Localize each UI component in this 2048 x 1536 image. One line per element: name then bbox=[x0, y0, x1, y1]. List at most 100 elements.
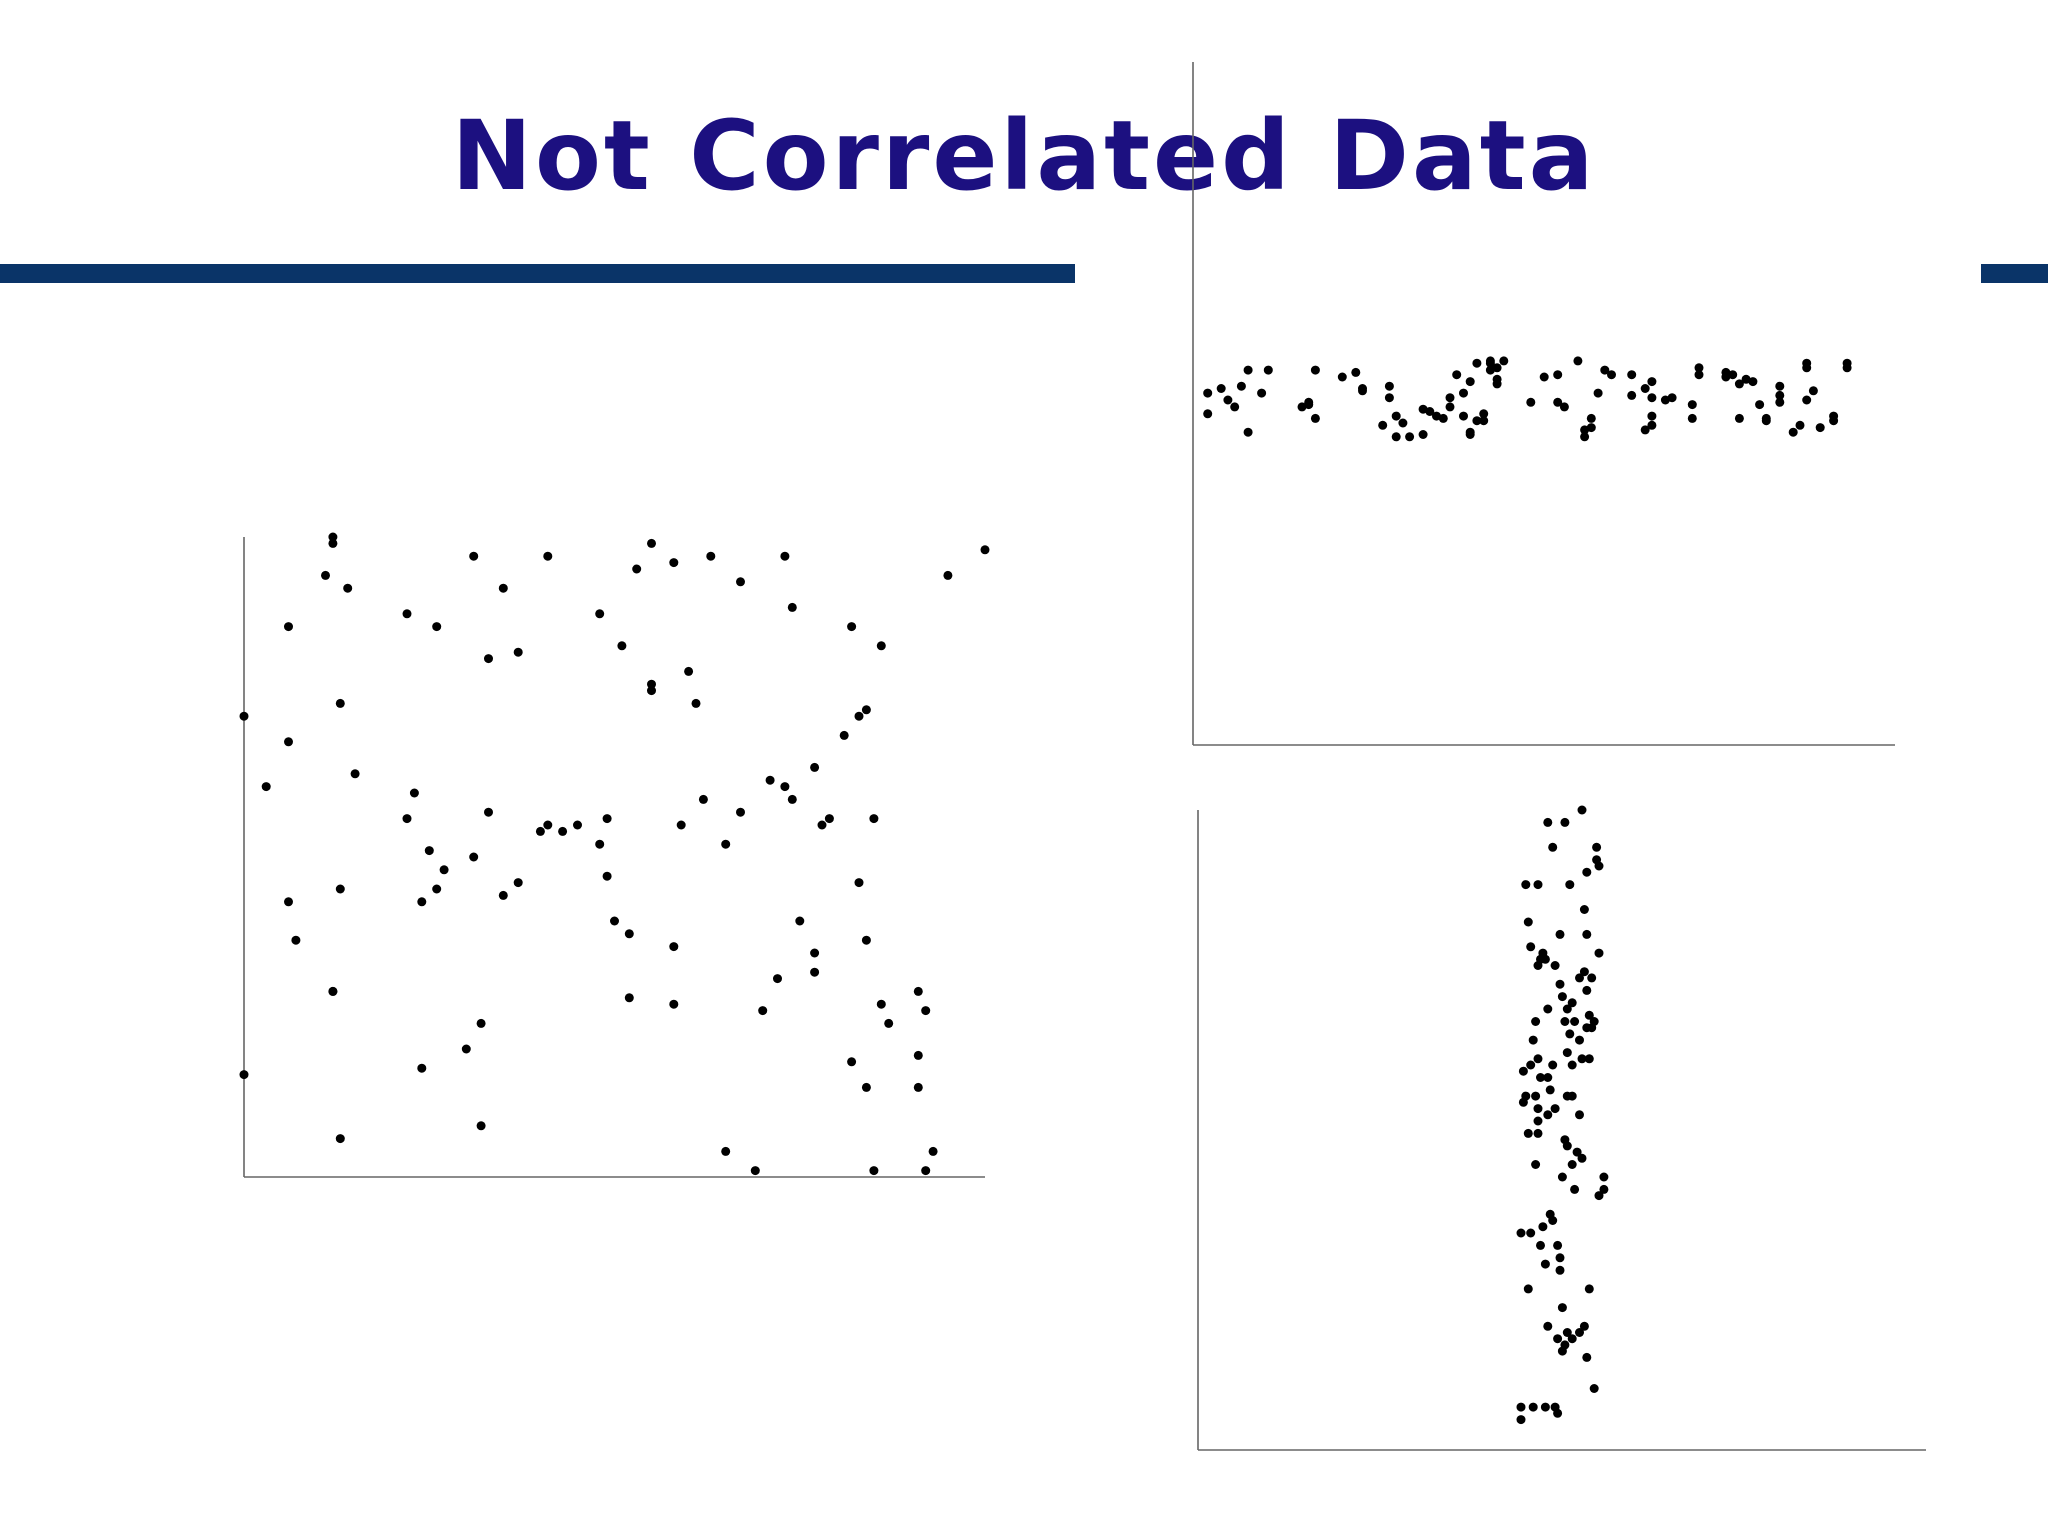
data-point bbox=[1459, 388, 1468, 398]
data-point bbox=[1492, 379, 1502, 389]
data-point bbox=[484, 807, 493, 817]
data-point bbox=[1526, 1060, 1536, 1070]
data-point bbox=[1734, 413, 1744, 423]
data-point bbox=[1575, 1035, 1584, 1045]
data-point bbox=[239, 711, 249, 721]
data-point bbox=[1257, 388, 1267, 398]
data-point bbox=[1492, 363, 1502, 373]
data-point bbox=[335, 1134, 345, 1144]
data-point bbox=[1687, 400, 1697, 410]
data-point bbox=[1555, 979, 1565, 989]
data-point bbox=[1584, 1010, 1594, 1020]
data-point bbox=[1582, 985, 1592, 995]
points-left bbox=[239, 532, 990, 1176]
data-point bbox=[417, 1063, 427, 1073]
data-point bbox=[424, 846, 434, 856]
data-point bbox=[1358, 386, 1367, 396]
data-point bbox=[1384, 393, 1394, 403]
data-point bbox=[1526, 942, 1536, 952]
data-point bbox=[810, 948, 820, 958]
data-point bbox=[1579, 905, 1589, 914]
data-point bbox=[1438, 413, 1448, 423]
data-point bbox=[1553, 1334, 1563, 1344]
data-point bbox=[1694, 370, 1704, 380]
data-point bbox=[1640, 384, 1650, 393]
data-point bbox=[1216, 384, 1226, 393]
data-point bbox=[1567, 1160, 1577, 1169]
data-point bbox=[1553, 1240, 1563, 1250]
data-point bbox=[1378, 420, 1388, 430]
data-point bbox=[854, 878, 864, 888]
scatter-plot-left bbox=[239, 532, 990, 1178]
data-point bbox=[1567, 1060, 1577, 1070]
data-point bbox=[1531, 1091, 1541, 1101]
data-point bbox=[1543, 1073, 1553, 1082]
data-point bbox=[780, 782, 790, 792]
data-point bbox=[1815, 423, 1825, 433]
data-point bbox=[417, 897, 427, 907]
header-rule-right bbox=[1981, 264, 2048, 283]
data-point bbox=[810, 967, 820, 977]
data-point bbox=[1599, 1172, 1609, 1182]
data-point bbox=[1748, 377, 1758, 387]
data-point bbox=[1660, 395, 1670, 405]
data-point bbox=[1398, 418, 1408, 428]
data-point bbox=[1557, 1346, 1567, 1356]
data-point bbox=[1223, 395, 1233, 405]
data-point bbox=[1310, 365, 1320, 375]
data-point bbox=[817, 820, 827, 830]
data-point bbox=[1802, 395, 1812, 405]
data-point bbox=[1775, 397, 1785, 407]
data-point bbox=[676, 820, 686, 830]
data-point bbox=[1573, 356, 1583, 366]
data-point bbox=[1391, 432, 1401, 442]
data-point bbox=[647, 538, 656, 548]
data-point bbox=[1526, 1228, 1536, 1238]
data-point bbox=[543, 551, 553, 561]
data-point bbox=[1775, 381, 1785, 391]
data-point bbox=[469, 852, 479, 862]
data-point bbox=[1553, 397, 1563, 407]
data-point bbox=[1479, 409, 1489, 419]
data-point bbox=[921, 1166, 931, 1176]
data-point bbox=[1539, 372, 1549, 382]
data-point bbox=[1582, 867, 1592, 877]
data-point bbox=[1543, 1321, 1553, 1331]
data-point bbox=[669, 942, 679, 952]
data-point bbox=[854, 711, 864, 721]
data-point bbox=[476, 1121, 486, 1131]
data-point bbox=[1518, 1066, 1528, 1076]
data-point bbox=[913, 1050, 923, 1060]
data-point bbox=[1594, 948, 1604, 958]
data-point bbox=[595, 609, 605, 619]
data-point bbox=[624, 993, 634, 1003]
data-point bbox=[669, 558, 679, 568]
data-point bbox=[736, 577, 745, 587]
data-point bbox=[1243, 365, 1253, 375]
data-point bbox=[610, 916, 619, 926]
data-point bbox=[1829, 411, 1839, 421]
slide-title: Not Correlated Data bbox=[451, 100, 1597, 212]
data-point bbox=[1432, 411, 1441, 421]
data-point bbox=[787, 602, 797, 612]
data-point bbox=[1584, 1054, 1594, 1064]
data-point bbox=[913, 1082, 923, 1092]
data-point bbox=[573, 820, 582, 830]
data-point bbox=[1560, 817, 1570, 827]
data-point bbox=[558, 826, 568, 836]
scatter-plot-top-right bbox=[1192, 62, 1895, 746]
data-point bbox=[1543, 1110, 1553, 1120]
data-point bbox=[1582, 929, 1592, 939]
data-point bbox=[1391, 411, 1401, 421]
data-point bbox=[847, 1057, 857, 1067]
data-point bbox=[1459, 411, 1468, 421]
data-point bbox=[1647, 411, 1657, 421]
data-point bbox=[847, 622, 857, 632]
data-point bbox=[1575, 1110, 1584, 1120]
data-point bbox=[1788, 427, 1798, 437]
data-point bbox=[1533, 1054, 1543, 1064]
data-point bbox=[1425, 407, 1435, 416]
data-point bbox=[1557, 1172, 1567, 1182]
data-point bbox=[284, 897, 293, 907]
data-point bbox=[1203, 388, 1213, 398]
